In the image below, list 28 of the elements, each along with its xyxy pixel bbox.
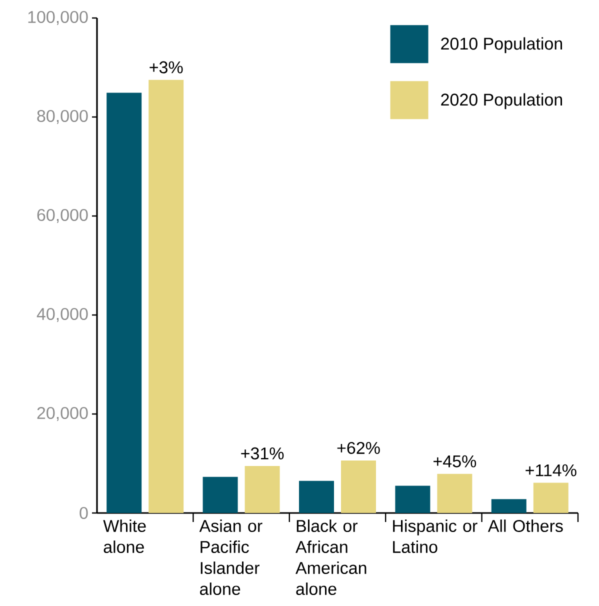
annotation: +114% xyxy=(526,464,576,476)
x-tick-label: Black or African American alone xyxy=(296,520,366,596)
x-tick-label: White alone xyxy=(103,520,146,554)
y-tick-label: 60,000 xyxy=(37,208,88,224)
bar xyxy=(340,460,376,513)
bar xyxy=(148,80,184,513)
legend-label: 2010 Population xyxy=(441,37,562,54)
x-tick-label: All Others xyxy=(488,520,563,532)
annotation: +62% xyxy=(337,442,380,454)
bar xyxy=(437,474,472,513)
y-tick-label: 0 xyxy=(80,506,88,520)
annotation: +31% xyxy=(241,447,284,460)
legend-label: 2020 Population xyxy=(441,93,562,110)
bar xyxy=(106,92,142,513)
y-tick-label: 100,000 xyxy=(28,10,88,26)
x-tick-label: Hispanic or Latino xyxy=(393,520,478,554)
annotation: +3% xyxy=(150,61,183,74)
y-tick-label: 40,000 xyxy=(36,308,88,322)
bar xyxy=(533,482,568,513)
bar xyxy=(395,486,430,513)
y-tick-label: 20,000 xyxy=(37,406,88,422)
bar xyxy=(202,476,238,513)
x-tick-label: Asian or Pacific Islander alone xyxy=(199,520,262,596)
bar xyxy=(491,499,526,513)
bar xyxy=(298,480,334,513)
annotation: +45% xyxy=(434,455,476,468)
bar xyxy=(244,466,280,513)
y-tick-label: 80,000 xyxy=(37,110,88,124)
